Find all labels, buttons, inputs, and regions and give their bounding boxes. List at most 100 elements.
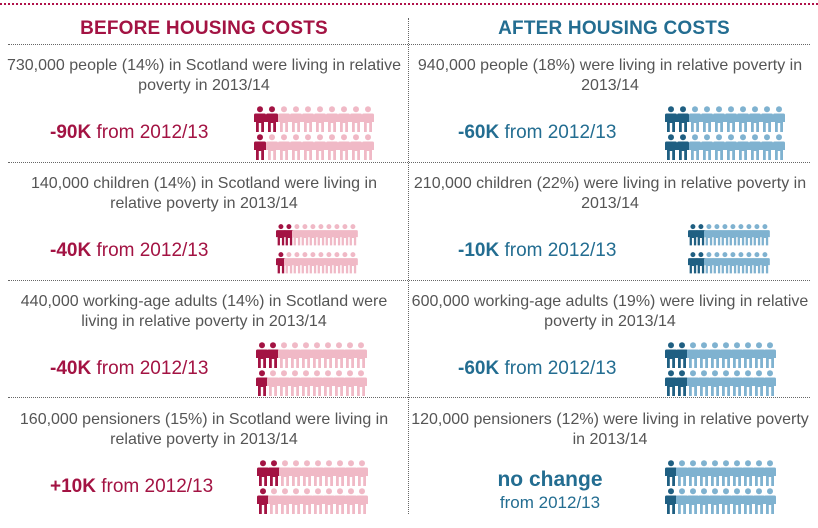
person-icon [284,224,294,246]
person-icon [736,224,746,246]
person-icon [688,224,698,246]
person-icon [709,342,721,368]
person-icon [323,488,335,514]
person-icon [665,488,677,514]
person-icon [300,342,312,368]
person-icon [665,460,677,486]
children-before-cell: 140,000 children (14%) in Scotland were … [4,174,404,292]
change-suffix: from 2012/13 [499,358,617,379]
person-icon [737,134,749,160]
person-icon [665,134,677,160]
person-icon [752,252,762,274]
person-icon [709,460,721,486]
no-change-suffix: from 2012/13 [499,493,601,512]
children-after-icons [688,224,772,280]
person-icon [720,224,730,246]
children-after-cell: 210,000 children (22%) were living in re… [410,174,810,292]
person-icon [267,370,279,396]
working-age-after-change: -60K from 2012/13 [458,358,616,380]
pensioners-after-icons [665,460,778,521]
working-age-before-change: -40K from 2012/13 [50,358,208,380]
people-after-change: -60K from 2012/13 [458,122,616,144]
person-icon [709,370,721,396]
person-icon [302,134,314,160]
person-icon [760,252,770,274]
person-icon [332,252,342,274]
children-before-change: -40K from 2012/13 [50,240,208,262]
person-icon [687,488,699,514]
person-icon [350,106,362,132]
change-value: -10K [458,240,500,261]
person-icon [290,488,302,514]
people-before-description: 730,000 people (14%) in Scotland were li… [6,57,401,94]
change-value: -60K [458,358,500,379]
person-icon [276,224,286,246]
working-age-after-cell: 600,000 working-age adults (19%) were li… [410,292,810,410]
person-icon [332,224,342,246]
person-icon [764,460,776,486]
person-icon-grid [688,224,770,274]
person-icon [333,370,345,396]
person-icon [742,460,754,486]
person-icon [266,106,278,132]
person-icon [292,252,302,274]
person-icon [257,460,269,486]
person-icon [256,370,268,396]
person-icon [316,224,326,246]
person-icon [764,370,776,396]
people-before-change: -90K from 2012/13 [50,122,208,144]
person-icon [350,134,362,160]
person-icon-grid [665,342,776,396]
person-icon [698,342,710,368]
person-icon [752,224,762,246]
change-value: -90K [50,122,92,143]
person-icon [698,488,710,514]
person-icon [254,134,266,160]
person-icon [677,106,689,132]
person-icon [314,134,326,160]
person-icon [687,370,699,396]
change-value: -40K [50,240,92,261]
person-icon [753,488,765,514]
pensioners-before-description: 160,000 pensioners (15%) in Scotland wer… [19,411,389,448]
person-icon [689,134,701,160]
person-icon [676,370,688,396]
working-age-before-cell: 440,000 working-age adults (14%) in Scot… [4,292,404,410]
row-divider [8,44,810,45]
person-icon [344,370,356,396]
person-icon [312,460,324,486]
person-icon [278,134,290,160]
person-icon [731,488,743,514]
person-icon [290,134,302,160]
children-after-description: 210,000 children (22%) were living in re… [413,175,807,212]
person-icon [290,460,302,486]
person-icon [278,342,290,368]
person-icon-grid [257,460,368,514]
children-before-icons [276,224,360,280]
person-icon [709,488,721,514]
person-icon [676,342,688,368]
children-before-description: 140,000 children (14%) in Scotland were … [31,175,377,212]
person-icon [312,488,324,514]
after-housing-costs-header: AFTER HOUSING COSTS [498,18,730,39]
person-icon [278,106,290,132]
person-icon [720,488,732,514]
person-icon [749,134,761,160]
person-icon [677,134,689,160]
before-housing-costs-header: BEFORE HOUSING COSTS [80,18,328,39]
no-change-label: no change [497,468,603,491]
change-suffix: from 2012/13 [95,476,214,497]
person-icon-grid [665,106,785,160]
person-icon [737,106,749,132]
person-icon [278,370,290,396]
change-value: +10K [50,476,96,497]
person-icon [308,224,318,246]
pensioners-after-description: 120,000 pensioners (12%) were living in … [411,411,809,448]
change-value: -40K [50,358,92,379]
person-icon [344,342,356,368]
person-icon [308,252,318,274]
person-icon [701,134,713,160]
person-icon [323,460,335,486]
person-icon [704,252,714,274]
person-icon-grid [665,460,776,514]
